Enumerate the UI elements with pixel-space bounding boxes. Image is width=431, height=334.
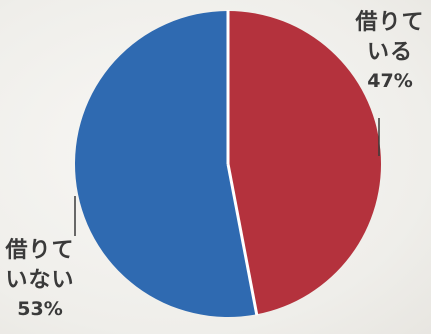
slice-separator <box>226 163 259 316</box>
slice-label-line: いる <box>366 40 413 65</box>
slice-percent-label: 53% <box>17 298 63 320</box>
pie-slice-borrowing <box>228 11 382 315</box>
slice-label-line: 借りて <box>5 238 75 263</box>
slice-percent-label: 47% <box>367 70 413 92</box>
slice-label-line: 借りて <box>355 10 425 35</box>
slice-label-borrowing: 借りて いる 47% <box>354 8 426 94</box>
slice-label-not-borrowing: 借りて いない 53% <box>0 236 80 322</box>
slice-label-line: いない <box>5 268 75 293</box>
pie-slice-not-borrowing <box>75 11 257 317</box>
